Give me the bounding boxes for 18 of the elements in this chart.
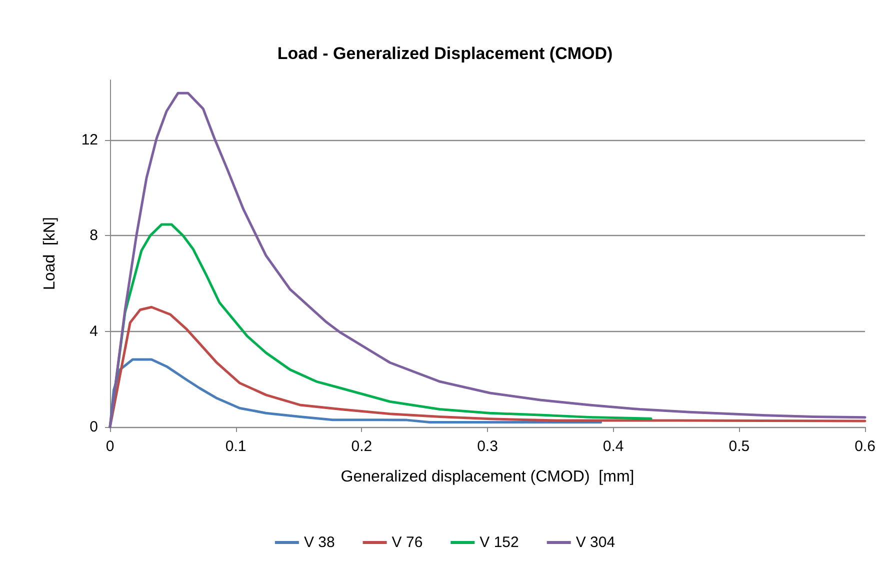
legend-label: V 38: [304, 534, 335, 551]
y-tick-label: 12: [81, 131, 98, 148]
x-tick-label: 0: [106, 438, 114, 455]
x-tick-label: 0.6: [854, 438, 876, 455]
x-tick-label: 0.3: [477, 438, 498, 455]
legend-label: V 152: [480, 534, 519, 551]
x-tick-label: 0.1: [225, 438, 246, 455]
legend-label: V 304: [576, 534, 616, 551]
chart-title: Load - Generalized Displacement (CMOD): [277, 44, 613, 63]
legend-label: V 76: [392, 534, 423, 551]
x-tick-label: 0.5: [728, 438, 750, 455]
y-axis-title: Load [kN]: [42, 217, 58, 290]
x-tick-label: 0.2: [351, 438, 372, 455]
x-tick-label: 0.4: [602, 438, 624, 455]
x-axis-title: Generalized displacement (CMOD) [mm]: [340, 468, 634, 486]
y-tick-label: 8: [90, 227, 98, 244]
y-tick-label: 0: [90, 418, 98, 436]
y-tick-label: 4: [90, 322, 98, 340]
